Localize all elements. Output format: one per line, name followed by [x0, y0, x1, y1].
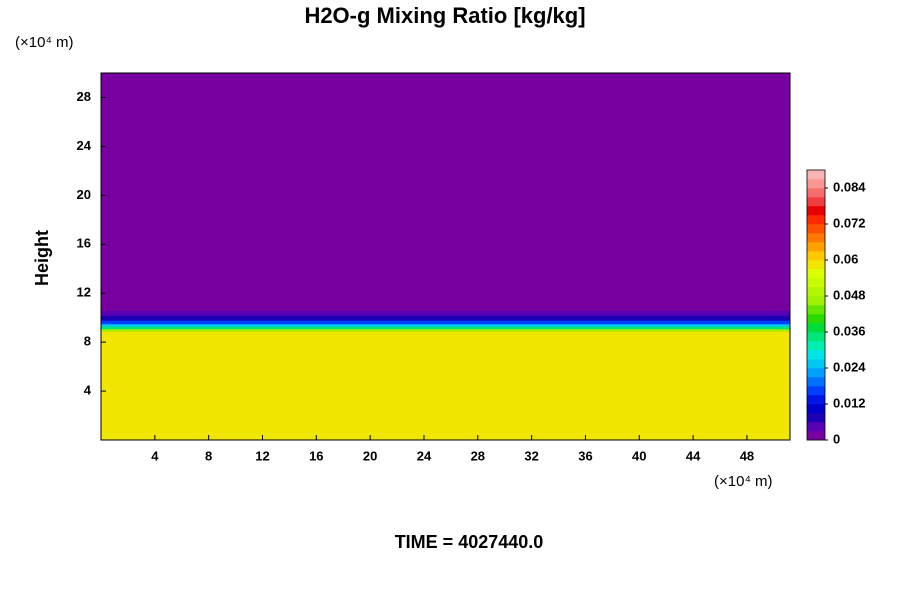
colorbar-cell: [807, 386, 825, 396]
colorbar-cell: [807, 305, 825, 315]
y-tick-label: 12: [77, 285, 91, 300]
colorbar-tick-label: 0.072: [833, 215, 866, 230]
contour-band: [101, 331, 790, 441]
colorbar-tick-label: 0: [833, 431, 840, 446]
colorbar-frame: [806, 169, 826, 441]
contour-band: [101, 315, 790, 321]
colorbar-cell: [807, 332, 825, 342]
x-tick-label: 40: [632, 448, 646, 463]
y-tick-label: 16: [77, 236, 91, 251]
colorbar-cell: [807, 179, 825, 189]
x-tick-label: 8: [205, 448, 212, 463]
y-unit: (×10⁴ m): [15, 34, 74, 51]
colorbar-cell: [807, 413, 825, 423]
colorbar-cell: [807, 170, 825, 180]
colorbar-tick-label: 0.084: [833, 179, 866, 194]
colorbar-tick-label: 0.012: [833, 395, 866, 410]
y-axis-label: Height: [32, 230, 52, 286]
colorbar-cell: [807, 350, 825, 360]
colorbar-cell: [807, 377, 825, 387]
colorbar-cell: [807, 395, 825, 405]
colorbar-cell: [807, 368, 825, 378]
colorbar-cell: [807, 341, 825, 351]
footer: TIME = 4027440.0: [395, 532, 544, 552]
x-tick-label: 28: [471, 448, 485, 463]
y-tick-label: 8: [84, 334, 91, 349]
chart-title: H2O-g Mixing Ratio [kg/kg]: [304, 3, 585, 28]
colorbar-cell: [807, 233, 825, 243]
colorbar-tick-label: 0.024: [833, 359, 866, 374]
y-tick-label: 20: [77, 187, 91, 202]
y-tick-label: 4: [84, 383, 92, 398]
contour-band: [101, 73, 790, 311]
colorbar-cell: [807, 206, 825, 216]
x-tick-label: 48: [740, 448, 754, 463]
x-tick-label: 24: [417, 448, 432, 463]
plot-frame: [100, 72, 791, 441]
contour-band: [101, 310, 790, 316]
y-tick-label: 24: [77, 138, 92, 153]
y-tick-label: 28: [77, 89, 91, 104]
contour-band: [101, 320, 790, 325]
colorbar-cell: [807, 269, 825, 279]
colorbar-cell: [807, 314, 825, 324]
colorbar-cell: [807, 197, 825, 207]
contour-band: [101, 326, 790, 330]
x-tick-label: 20: [363, 448, 377, 463]
contour-band: [101, 323, 790, 327]
x-tick-label: 16: [309, 448, 323, 463]
colorbar-cell: [807, 188, 825, 198]
colorbar-cell: [807, 431, 825, 441]
colorbar-tick-label: 0.036: [833, 323, 866, 338]
colorbar-cell: [807, 404, 825, 414]
colorbar-cell: [807, 215, 825, 225]
colorbar-tick-label: 0.06: [833, 251, 858, 266]
x-tick-label: 4: [151, 448, 159, 463]
contour-band: [101, 328, 790, 332]
colorbar-cell: [807, 287, 825, 297]
colorbar-tick-label: 0.048: [833, 287, 866, 302]
colorbar-cell: [807, 260, 825, 270]
colorbar-cell: [807, 296, 825, 306]
x-tick-label: 12: [255, 448, 269, 463]
colorbar-cell: [807, 278, 825, 288]
x-tick-label: 36: [578, 448, 592, 463]
colorbar-cell: [807, 422, 825, 432]
x-unit: (×10⁴ m): [714, 473, 773, 490]
colorbar-cell: [807, 224, 825, 234]
colorbar-cell: [807, 359, 825, 369]
colorbar-cell: [807, 242, 825, 252]
x-tick-label: 32: [524, 448, 538, 463]
x-tick-label: 44: [686, 448, 701, 463]
colorbar-cell: [807, 323, 825, 333]
colorbar-cell: [807, 251, 825, 261]
